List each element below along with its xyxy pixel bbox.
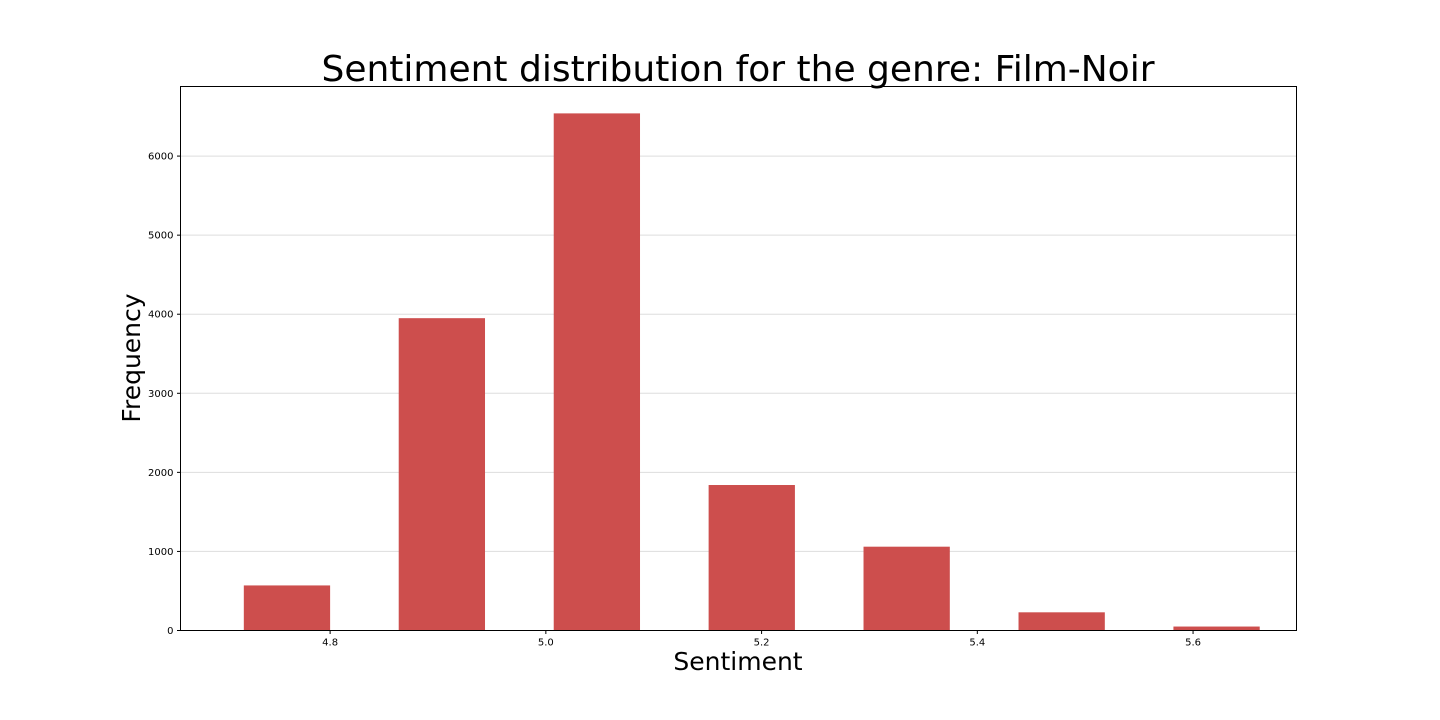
bar bbox=[1173, 626, 1260, 631]
x-tick-label: 5.2 bbox=[754, 638, 770, 649]
bar bbox=[553, 113, 641, 631]
y-tick-label: 6000 bbox=[148, 152, 173, 163]
bar bbox=[1018, 612, 1105, 631]
bar bbox=[243, 585, 331, 631]
x-axis-label: Sentiment bbox=[673, 647, 802, 676]
x-axis-ticks: 4.8 5.0 5.2 5.4 5.6 bbox=[322, 630, 1201, 649]
y-tick-label: 3000 bbox=[148, 389, 173, 400]
chart-title: Sentiment distribution for the genre: Fi… bbox=[321, 49, 1154, 90]
y-tick-label: 2000 bbox=[148, 468, 173, 479]
bars bbox=[243, 113, 1260, 631]
y-tick-label: 0 bbox=[167, 626, 173, 637]
x-tick-label: 4.8 bbox=[322, 638, 338, 649]
bar bbox=[863, 546, 950, 631]
y-tick-label: 1000 bbox=[148, 547, 173, 558]
grid-lines bbox=[180, 155, 1297, 552]
bar bbox=[708, 485, 795, 631]
y-axis-label: Frequency bbox=[117, 293, 146, 422]
x-tick-label: 5.6 bbox=[1185, 638, 1201, 649]
y-axis-ticks: 0 1000 2000 3000 4000 5000 6000 bbox=[148, 152, 181, 637]
plot-frame bbox=[180, 86, 1297, 631]
x-tick-label: 5.4 bbox=[969, 638, 985, 649]
y-tick-label: 4000 bbox=[148, 310, 173, 321]
y-tick-label: 5000 bbox=[148, 231, 173, 242]
bar bbox=[398, 318, 486, 631]
x-tick-label: 5.0 bbox=[538, 638, 554, 649]
